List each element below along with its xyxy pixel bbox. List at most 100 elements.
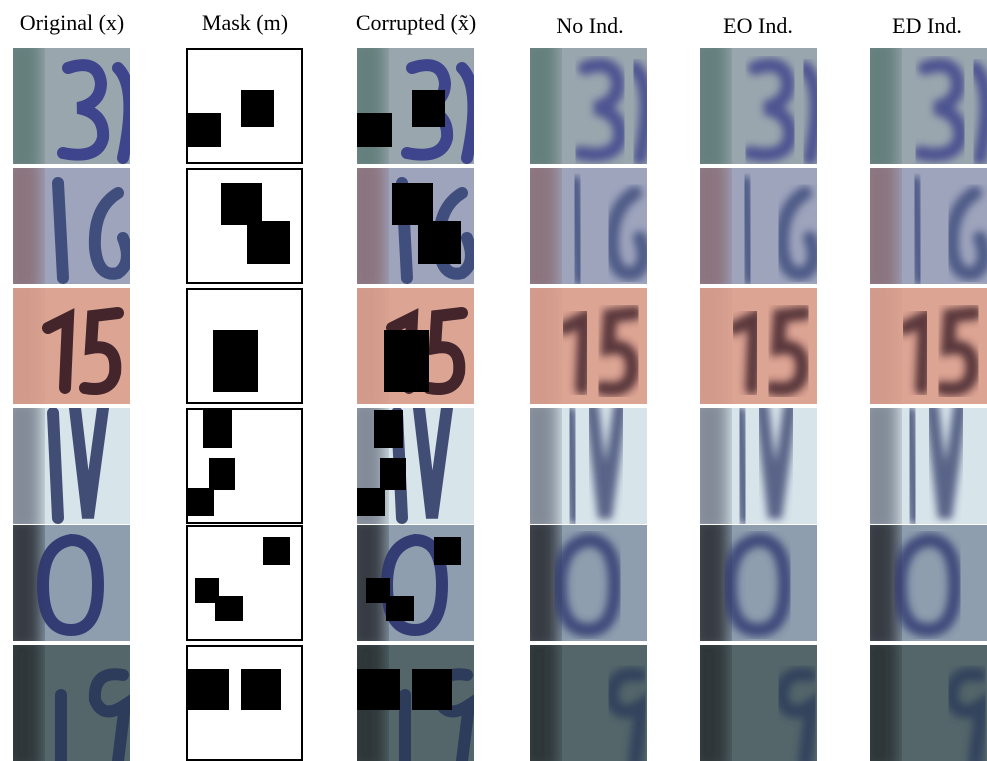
photo-side — [357, 288, 385, 404]
photo-content — [700, 48, 817, 164]
photo-content — [13, 168, 130, 284]
photo-content — [357, 408, 474, 524]
digit-stroke — [898, 306, 933, 395]
digit-stroke — [585, 408, 627, 519]
photo-content — [357, 168, 474, 284]
photo-content — [530, 48, 647, 164]
photo-image — [870, 168, 987, 284]
mask-image — [186, 645, 303, 761]
digit-stroke — [908, 176, 927, 284]
photo-content — [870, 48, 987, 164]
photo-image — [530, 48, 647, 164]
photo-image — [530, 168, 647, 284]
photo-image — [13, 645, 130, 761]
mask-block — [247, 221, 290, 264]
photo-content — [13, 525, 130, 641]
digit-stroke — [423, 307, 468, 395]
photo-side — [700, 645, 728, 761]
mask-block — [186, 488, 214, 516]
column-header: ED Ind. — [892, 13, 962, 38]
digit-stroke — [774, 186, 817, 281]
photo-side — [700, 48, 728, 164]
photo-image — [13, 408, 130, 524]
photo-side — [13, 48, 41, 164]
photo-side — [870, 48, 898, 164]
photo-image — [357, 48, 474, 164]
photo-side — [530, 408, 558, 524]
photo-content — [530, 288, 647, 404]
mask-block — [412, 669, 452, 710]
mask-block — [186, 669, 229, 710]
digit-stroke — [563, 408, 582, 524]
column-header: No Ind. — [556, 13, 623, 38]
photo-content — [13, 288, 130, 404]
photo-side — [13, 168, 41, 284]
photo-content — [870, 645, 987, 761]
photo-content — [870, 408, 987, 524]
mask-image — [186, 525, 303, 641]
photo-side — [13, 525, 41, 641]
photo-content — [357, 645, 474, 761]
digit-stroke — [728, 306, 763, 395]
mask-block — [384, 330, 429, 392]
mask-block — [434, 537, 461, 565]
photo-side — [530, 168, 558, 284]
column-header: Original (x) — [20, 10, 124, 35]
mask-block — [386, 596, 414, 621]
mask-block — [186, 113, 221, 147]
mask-image — [186, 408, 303, 524]
photo-side — [357, 48, 385, 164]
photo-image — [530, 408, 647, 524]
photo-image — [870, 645, 987, 761]
photo-image — [870, 525, 987, 641]
digit-stroke — [47, 408, 64, 524]
photo-image — [530, 645, 647, 761]
digit-stroke — [36, 534, 105, 637]
photo-image — [13, 48, 130, 164]
digit-stroke — [628, 61, 647, 164]
digit-stroke — [944, 667, 987, 761]
photo-image — [700, 525, 817, 641]
photo-image — [530, 288, 647, 404]
column-header: EO Ind. — [723, 13, 793, 38]
photo-content — [357, 48, 474, 164]
mask-block — [241, 90, 274, 127]
mask-block — [241, 669, 281, 710]
digit-stroke — [738, 176, 757, 284]
digit-stroke — [755, 408, 797, 519]
digit-stroke — [743, 58, 798, 162]
digit-stroke — [604, 186, 647, 281]
digit-stroke — [568, 176, 587, 284]
photo-side — [700, 525, 728, 641]
photo-image — [870, 408, 987, 524]
digit-stroke — [432, 187, 474, 280]
photo-image — [357, 408, 474, 524]
photo-image — [357, 288, 474, 404]
photo-image — [357, 645, 474, 761]
mask-block — [418, 221, 461, 264]
digit-stroke — [774, 667, 817, 761]
photo-image — [700, 48, 817, 164]
photo-side — [870, 645, 898, 761]
mask-block — [203, 410, 232, 448]
photo-side — [870, 525, 898, 641]
photo-content — [530, 645, 647, 761]
digit-stroke — [913, 58, 968, 162]
photo-image — [530, 525, 647, 641]
photo-content — [13, 408, 130, 524]
photo-side — [700, 168, 728, 284]
digit-stroke — [798, 61, 817, 164]
digit-stroke — [765, 306, 812, 396]
digit-stroke — [456, 62, 474, 164]
mask-block — [374, 410, 403, 448]
digit-stroke — [69, 408, 109, 519]
photo-content — [357, 288, 474, 404]
photo-side — [530, 48, 558, 164]
digit-stroke — [88, 187, 130, 280]
digit-stroke — [88, 668, 130, 761]
mask-block — [357, 669, 400, 710]
column-header: Mask (m) — [202, 10, 288, 35]
photo-image — [13, 288, 130, 404]
